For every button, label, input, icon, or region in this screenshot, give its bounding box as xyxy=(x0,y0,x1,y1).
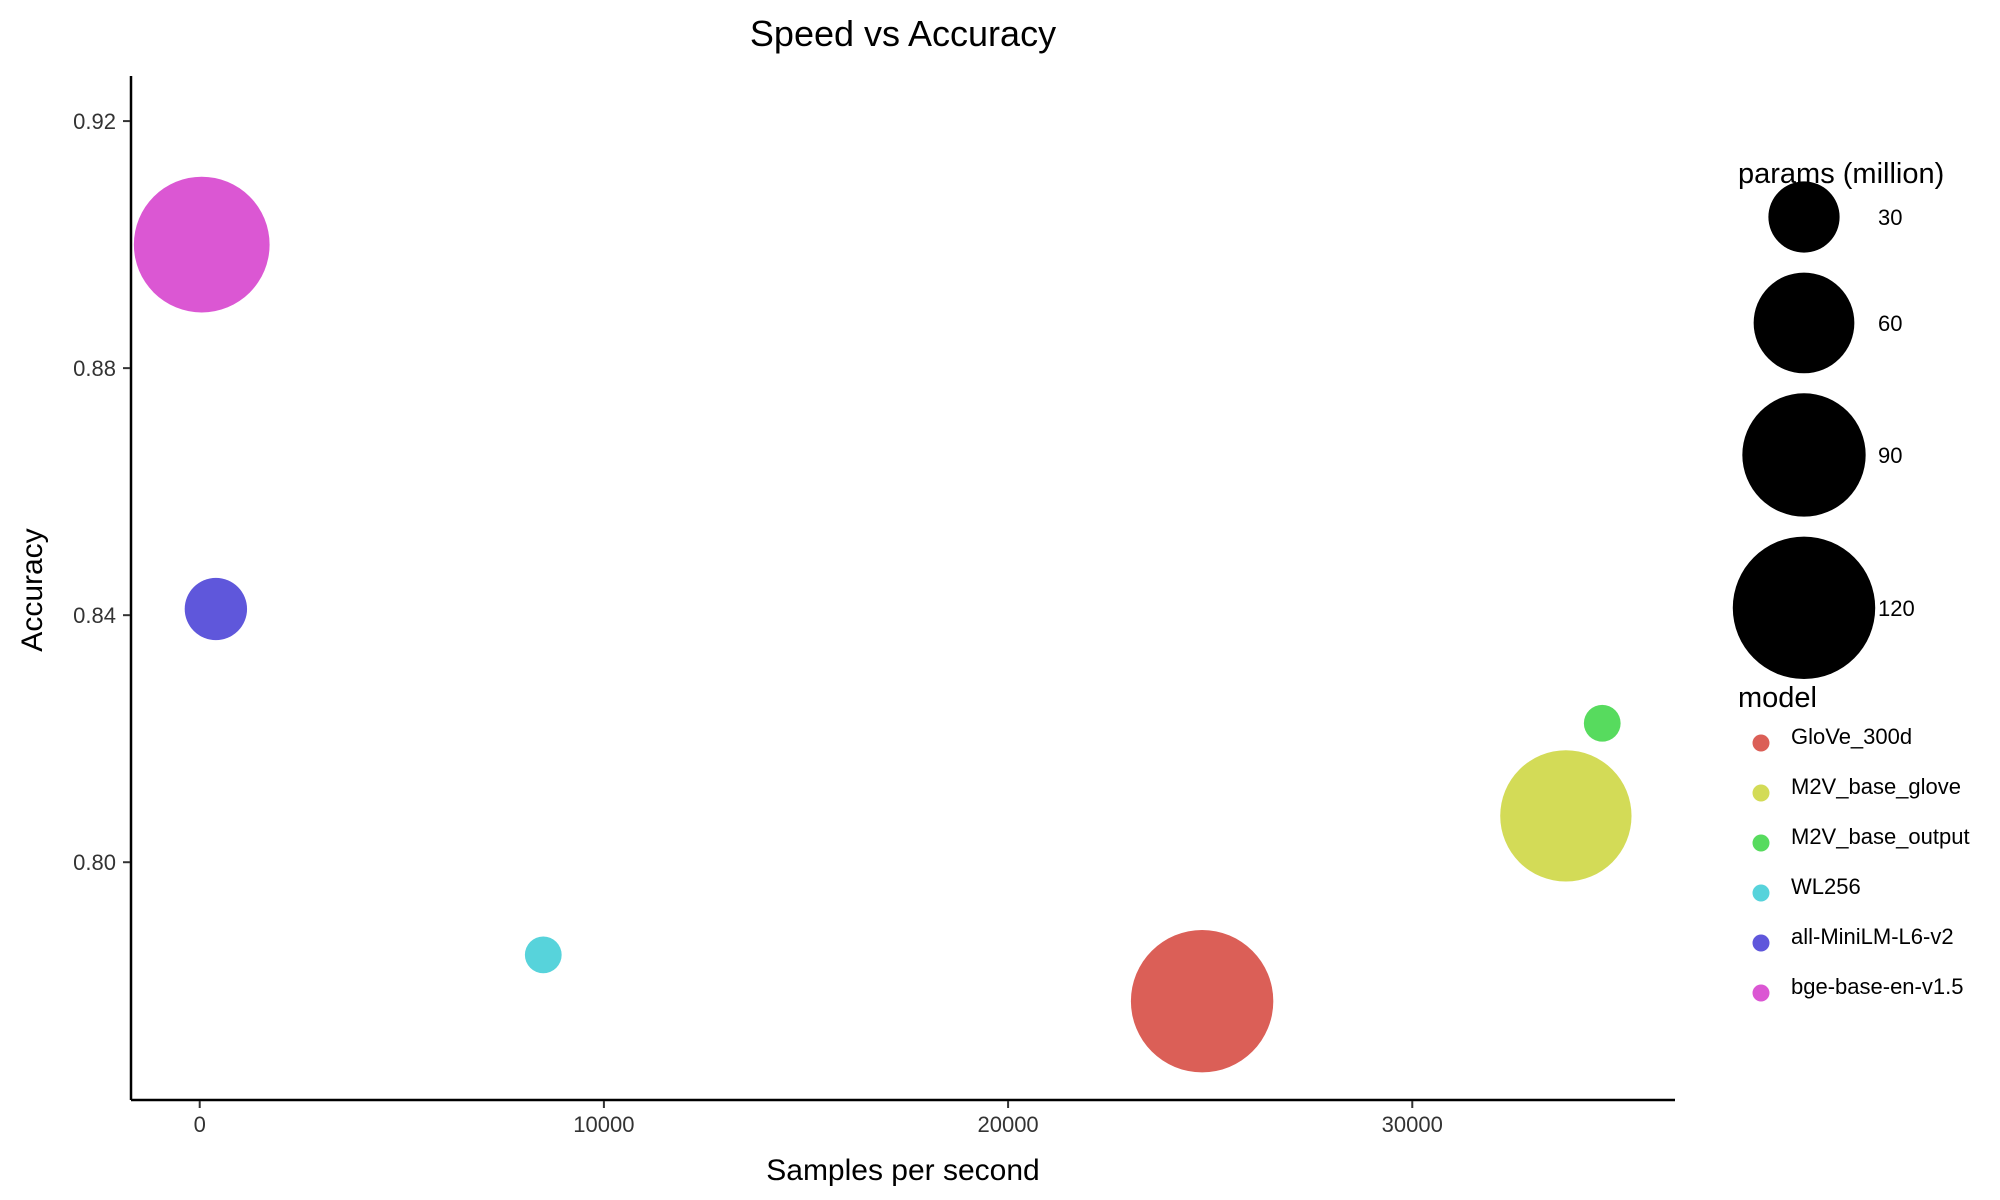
size-legend-title: params (million) xyxy=(1738,158,1944,190)
data-point-glove-300d xyxy=(1130,929,1274,1073)
y-tick-label: 0.92 xyxy=(73,109,116,134)
color-legend-items: GloVe_300d M2V_base_glove M2V_base_output W… xyxy=(1752,724,1970,1002)
color-legend: model GloVe_300d M2V_base_glove M2V_base_o… xyxy=(1738,682,1970,1002)
color-legend-label: M2V_base_glove xyxy=(1791,774,1961,799)
color-legend-swatch xyxy=(1752,734,1770,752)
y-tick-label: 0.80 xyxy=(73,850,116,875)
color-legend-swatch xyxy=(1752,934,1770,952)
data-point-wl256 xyxy=(524,936,562,974)
color-legend-swatch xyxy=(1752,984,1770,1002)
size-legend-items: 30 60 90 120 xyxy=(1732,181,1915,680)
data-point-m2v-base-output xyxy=(1583,704,1621,742)
color-legend-swatch xyxy=(1752,834,1770,852)
x-tick-label: 30000 xyxy=(1382,1112,1443,1137)
data-point-all-minilm-l6-v2 xyxy=(184,577,248,641)
data-points xyxy=(133,176,1632,1073)
size-legend-symbol xyxy=(1753,272,1855,374)
data-point-bge-base-en-v1-5 xyxy=(133,176,270,313)
color-legend-label: GloVe_300d xyxy=(1791,724,1912,749)
y-axis-ticks: 0.80 0.84 0.88 0.92 xyxy=(73,109,130,875)
y-tick-label: 0.84 xyxy=(73,603,116,628)
color-legend-label: M2V_base_output xyxy=(1791,824,1970,849)
chart-title: Speed vs Accuracy xyxy=(750,13,1056,54)
x-tick-label: 0 xyxy=(194,1112,206,1137)
data-point-m2v-base-glove xyxy=(1500,750,1632,882)
x-tick-label: 20000 xyxy=(977,1112,1038,1137)
size-legend-label: 60 xyxy=(1878,311,1902,336)
size-legend-label: 90 xyxy=(1878,443,1902,468)
color-legend-title: model xyxy=(1738,682,1817,714)
y-axis-label: Accuracy xyxy=(16,528,49,651)
x-axis-label: Samples per second xyxy=(766,1154,1040,1187)
size-legend-label: 120 xyxy=(1878,596,1915,621)
x-axis-ticks: 0 10000 20000 30000 xyxy=(194,1101,1443,1137)
size-legend-symbol xyxy=(1732,536,1876,680)
color-legend-swatch xyxy=(1752,784,1770,802)
size-legend-symbol xyxy=(1768,181,1840,253)
color-legend-label: WL256 xyxy=(1791,874,1861,899)
color-legend-label: bge-base-en-v1.5 xyxy=(1791,974,1963,999)
x-tick-label: 10000 xyxy=(573,1112,634,1137)
size-legend: params (million) 30 60 90 120 xyxy=(1732,158,1944,680)
size-legend-label: 30 xyxy=(1878,205,1902,230)
color-legend-swatch xyxy=(1752,884,1770,902)
size-legend-symbol xyxy=(1742,393,1866,517)
y-tick-label: 0.88 xyxy=(73,356,116,381)
color-legend-label: all-MiniLM-L6-v2 xyxy=(1791,924,1954,949)
